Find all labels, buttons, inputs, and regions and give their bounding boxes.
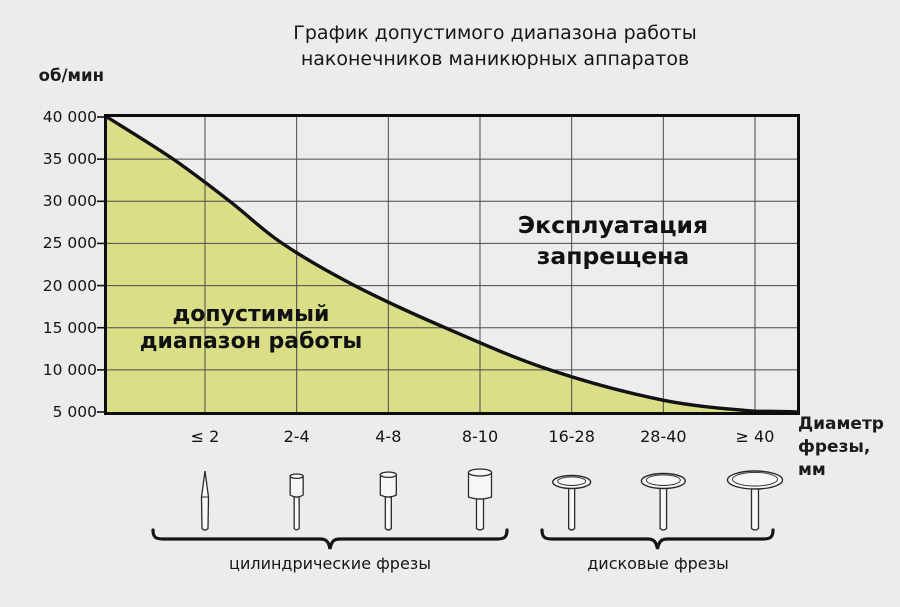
x-category-label: 8-10 [461,427,499,446]
x-axis-title-line-1: Диаметр [798,414,884,434]
forbidden-region-label: Эксплуатация запрещена [453,210,773,272]
y-axis-unit-label: об/мин [38,66,104,85]
y-tick-label: 15 000 [42,318,97,337]
needle-bit-icon [200,470,210,531]
allowed-range-label-line-1: допустимый [172,302,330,327]
x-category-label: 28-40 [640,427,687,446]
y-tick-label: 20 000 [42,276,97,295]
disc-bit-small-icon [551,474,592,531]
chart-title-line-1: График допустимого диапазона работы [293,22,697,44]
allowed-area-fill [107,117,797,412]
y-tick-label: 5 000 [52,403,97,421]
brace-disc-bits [540,528,775,550]
cylinder-bit-large-icon [467,468,493,531]
group-label-cylindrical-bits: цилиндрические фрезы [229,554,431,573]
y-tick-label: 35 000 [42,150,97,169]
disc-bit-medium-icon [640,472,687,531]
x-axis-title-line-2: фрезы, мм [798,437,871,480]
y-tick-label: 10 000 [42,360,97,379]
allowed-range-label: допустимый диапазон работы [111,301,391,355]
x-category-label: ≤ 2 [190,427,220,446]
allowed-range-label-line-2: диапазон работы [139,329,363,354]
cylinder-bit-small-icon [289,473,304,531]
x-axis-title: Диаметр фрезы, мм [798,413,898,482]
group-label-disc-bits: дисковые фрезы [587,554,729,573]
brace-cylindrical-bits [151,528,509,550]
forbidden-region-label-line-2: запрещена [536,242,690,270]
x-category-label: ≥ 40 [735,427,775,446]
chart-title-line-2: наконечников маникюрных аппаратов [300,48,690,70]
plot-border [104,114,800,415]
x-category-label: 4-8 [375,427,402,446]
x-category-label: 16-28 [548,427,595,446]
chart-title: График допустимого диапазона работы нако… [95,20,895,72]
y-tick-label: 25 000 [42,234,97,253]
x-category-label: 2-4 [283,427,310,446]
disc-bit-large-icon [726,470,784,531]
y-tick-label: 30 000 [42,192,97,211]
cylinder-bit-medium-icon [379,471,397,531]
rpm-limit-curve [105,115,799,414]
forbidden-region-label-line-1: Эксплуатация [517,211,709,239]
y-tick-label: 40 000 [42,108,97,126]
